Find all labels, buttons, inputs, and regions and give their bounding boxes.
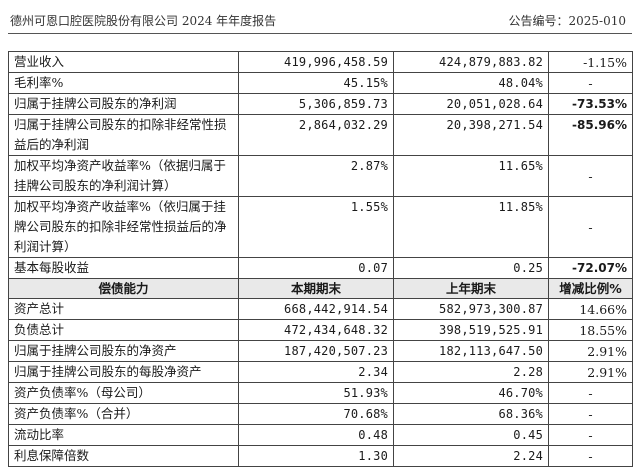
current-value: 419,996,458.59 [238, 51, 394, 73]
change-value: - [548, 196, 633, 258]
current-value: 45.15% [238, 72, 394, 94]
change-value: - [548, 382, 633, 404]
current-value: 2.34 [238, 361, 394, 383]
table-row: 归属于挂牌公司股东的净利润 5,306,859.73 20,051,028.64… [8, 93, 633, 115]
change-value: -1.15% [548, 51, 633, 73]
prior-value: 182,113,647.50 [393, 340, 549, 362]
change-value: 2.91% [548, 361, 633, 383]
change-value: - [548, 403, 633, 425]
current-value: 2.87% [238, 155, 394, 197]
table-row: 资产负债率%（合并） 70.68% 68.36% - [8, 403, 633, 425]
solvency-header-label: 偿债能力 [8, 278, 239, 299]
prior-value: 0.45 [393, 424, 549, 446]
solvency-header-row: 偿债能力 本期期末 上年期末 增减比例% [8, 278, 633, 299]
current-value: 2,864,032.29 [238, 114, 394, 156]
prior-value: 11.65% [393, 155, 549, 197]
row-label: 加权平均净资产收益率%（依据归属于挂牌公司股东的净利润计算） [8, 155, 239, 197]
table-row: 基本每股收益 0.07 0.25 -72.07% [8, 257, 633, 279]
prior-value: 11.85% [393, 196, 549, 258]
row-label: 归属于挂牌公司股东的每股净资产 [8, 361, 239, 383]
row-label: 归属于挂牌公司股东的扣除非经常性损益后的净利润 [8, 114, 239, 156]
solvency-header-current: 本期期末 [238, 278, 394, 299]
prior-value: 582,973,300.87 [393, 298, 549, 320]
table-row: 归属于挂牌公司股东的净资产 187,420,507.23 182,113,647… [8, 340, 633, 362]
table-row: 流动比率 0.48 0.45 - [8, 424, 633, 446]
row-label: 利息保障倍数 [8, 445, 239, 467]
row-label: 流动比率 [8, 424, 239, 446]
table-row: 资产负债率%（母公司） 51.93% 46.70% - [8, 382, 633, 404]
current-value: 5,306,859.73 [238, 93, 394, 115]
report-header: 德州可恩口腔医院股份有限公司 2024 年年度报告 公告编号：2025-010 [0, 0, 640, 40]
row-label: 加权平均净资产收益率%（依归属于挂牌公司股东的扣除非经常性损益后的净利润计算） [8, 196, 239, 258]
row-label: 归属于挂牌公司股东的净资产 [8, 340, 239, 362]
row-label: 基本每股收益 [8, 257, 239, 279]
prior-value: 0.25 [393, 257, 549, 279]
row-label: 资产负债率%（母公司） [8, 382, 239, 404]
current-value: 472,434,648.32 [238, 319, 394, 341]
current-value: 70.68% [238, 403, 394, 425]
table-row: 加权平均净资产收益率%（依据归属于挂牌公司股东的净利润计算） 2.87% 11.… [8, 155, 633, 197]
table-row: 利息保障倍数 1.30 2.24 - [8, 445, 633, 467]
solvency-header-prior: 上年期末 [393, 278, 549, 299]
change-value: -73.53% [548, 93, 633, 115]
row-label: 营业收入 [8, 51, 239, 73]
current-value: 1.30 [238, 445, 394, 467]
prior-value: 20,398,271.54 [393, 114, 549, 156]
prior-value: 46.70% [393, 382, 549, 404]
table-row: 资产总计 668,442,914.54 582,973,300.87 14.66… [8, 298, 633, 320]
current-value: 0.07 [238, 257, 394, 279]
prior-value: 20,051,028.64 [393, 93, 549, 115]
current-value: 51.93% [238, 382, 394, 404]
table-row: 负债总计 472,434,648.32 398,519,525.91 18.55… [8, 319, 633, 341]
change-value: - [548, 155, 633, 197]
row-label: 毛利率% [8, 72, 239, 94]
current-value: 0.48 [238, 424, 394, 446]
change-value: 18.55% [548, 319, 633, 341]
prior-value: 424,879,883.82 [393, 51, 549, 73]
prior-value: 48.04% [393, 72, 549, 94]
change-value: -85.96% [548, 114, 633, 156]
prior-value: 398,519,525.91 [393, 319, 549, 341]
change-value: 2.91% [548, 340, 633, 362]
change-value: - [548, 445, 633, 467]
financial-indicators-table: 营业收入 419,996,458.59 424,879,883.82 -1.15… [8, 51, 633, 467]
change-value: 14.66% [548, 298, 633, 320]
change-value: -72.07% [548, 257, 633, 279]
prior-value: 68.36% [393, 403, 549, 425]
current-value: 1.55% [238, 196, 394, 258]
prior-value: 2.28 [393, 361, 549, 383]
table-row: 加权平均净资产收益率%（依归属于挂牌公司股东的扣除非经常性损益后的净利润计算） … [8, 196, 633, 258]
solvency-header-change: 增减比例% [548, 278, 633, 299]
change-value: - [548, 424, 633, 446]
report-title: 德州可恩口腔医院股份有限公司 2024 年年度报告 [10, 14, 277, 28]
prior-value: 2.24 [393, 445, 549, 467]
header-divider [8, 33, 632, 34]
row-label: 资产负债率%（合并） [8, 403, 239, 425]
change-value: - [548, 72, 633, 94]
current-value: 187,420,507.23 [238, 340, 394, 362]
table-row: 营业收入 419,996,458.59 424,879,883.82 -1.15… [8, 51, 633, 73]
table-row: 归属于挂牌公司股东的扣除非经常性损益后的净利润 2,864,032.29 20,… [8, 114, 633, 156]
row-label: 负债总计 [8, 319, 239, 341]
current-value: 668,442,914.54 [238, 298, 394, 320]
table-row: 毛利率% 45.15% 48.04% - [8, 72, 633, 94]
table-row: 归属于挂牌公司股东的每股净资产 2.34 2.28 2.91% [8, 361, 633, 383]
row-label: 归属于挂牌公司股东的净利润 [8, 93, 239, 115]
announcement-number: 公告编号：2025-010 [508, 14, 627, 28]
row-label: 资产总计 [8, 298, 239, 320]
